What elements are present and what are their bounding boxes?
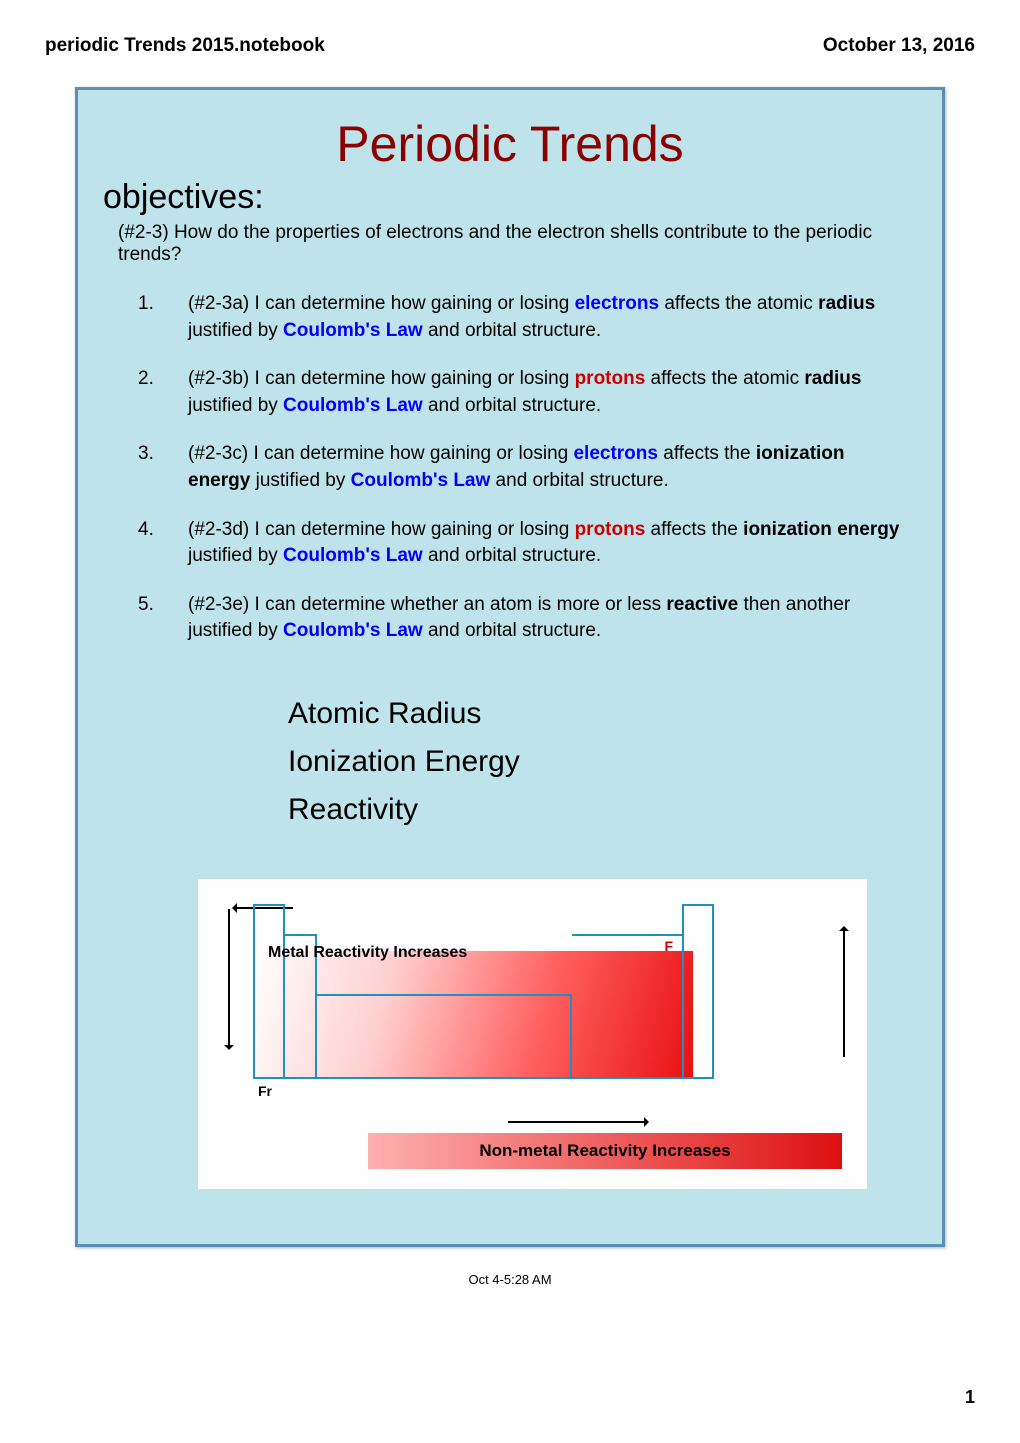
objectives-list: 1.(#2-3a) I can determine how gaining or… [138, 291, 902, 645]
objective-text: (#2-3a) I can determine how gaining or l… [188, 291, 902, 344]
nonmetal-reactivity-label: Non-metal Reactivity Increases [368, 1133, 842, 1169]
reactivity-chart: Metal Reactivity Increases Fr F Non-meta… [198, 879, 867, 1189]
topic-item: Ionization Energy [288, 738, 922, 786]
nonmetal-arrow-up-icon [843, 927, 845, 1057]
objective-number: 1. [138, 291, 188, 344]
objective-item: 2.(#2-3b) I can determine how gaining or… [138, 366, 902, 419]
page-header: periodic Trends 2015.notebook October 13… [0, 0, 1020, 67]
notebook-name: periodic Trends 2015.notebook [45, 35, 325, 57]
objective-text: (#2-3b) I can determine how gaining or l… [188, 366, 902, 419]
group1-outline [253, 904, 285, 1079]
topic-item: Reactivity [288, 786, 922, 834]
objective-text: (#2-3e) I can determine whether an atom … [188, 592, 902, 645]
periodic-table-outline: Metal Reactivity Increases Fr F [253, 904, 713, 1104]
objective-item: 5.(#2-3e) I can determine whether an ato… [138, 592, 902, 645]
metal-arrow-down-icon [228, 909, 230, 1049]
objective-number: 5. [138, 592, 188, 645]
page-date: October 13, 2016 [823, 35, 975, 57]
objective-number: 3. [138, 441, 188, 494]
pblock-outline [572, 934, 684, 1079]
metal-reactivity-label: Metal Reactivity Increases [268, 944, 467, 962]
objective-item: 3.(#2-3c) I can determine how gaining or… [138, 441, 902, 494]
objective-number: 4. [138, 517, 188, 570]
fr-element-label: Fr [258, 1083, 272, 1099]
slide-title: Periodic Trends [98, 115, 922, 173]
f-element-label: F [664, 938, 673, 954]
objective-item: 4.(#2-3d) I can determine how gaining or… [138, 517, 902, 570]
slide-timestamp: Oct 4-5:28 AM [0, 1272, 1020, 1287]
objective-text: (#2-3d) I can determine how gaining or l… [188, 517, 902, 570]
transition-block-outline [317, 994, 572, 1079]
slide: Periodic Trends objectives: (#2-3) How d… [75, 87, 945, 1247]
objective-text: (#2-3c) I can determine how gaining or l… [188, 441, 902, 494]
group18-outline [682, 904, 714, 1079]
topics-list: Atomic RadiusIonization EnergyReactivity [288, 690, 922, 834]
page-number: 1 [965, 1387, 975, 1408]
objectives-heading: objectives: [103, 178, 922, 217]
objective-number: 2. [138, 366, 188, 419]
topic-item: Atomic Radius [288, 690, 922, 738]
objective-item: 1.(#2-3a) I can determine how gaining or… [138, 291, 902, 344]
bottom-trend-arrow-icon [508, 1121, 648, 1123]
main-question: (#2-3) How do the properties of electron… [118, 222, 902, 266]
